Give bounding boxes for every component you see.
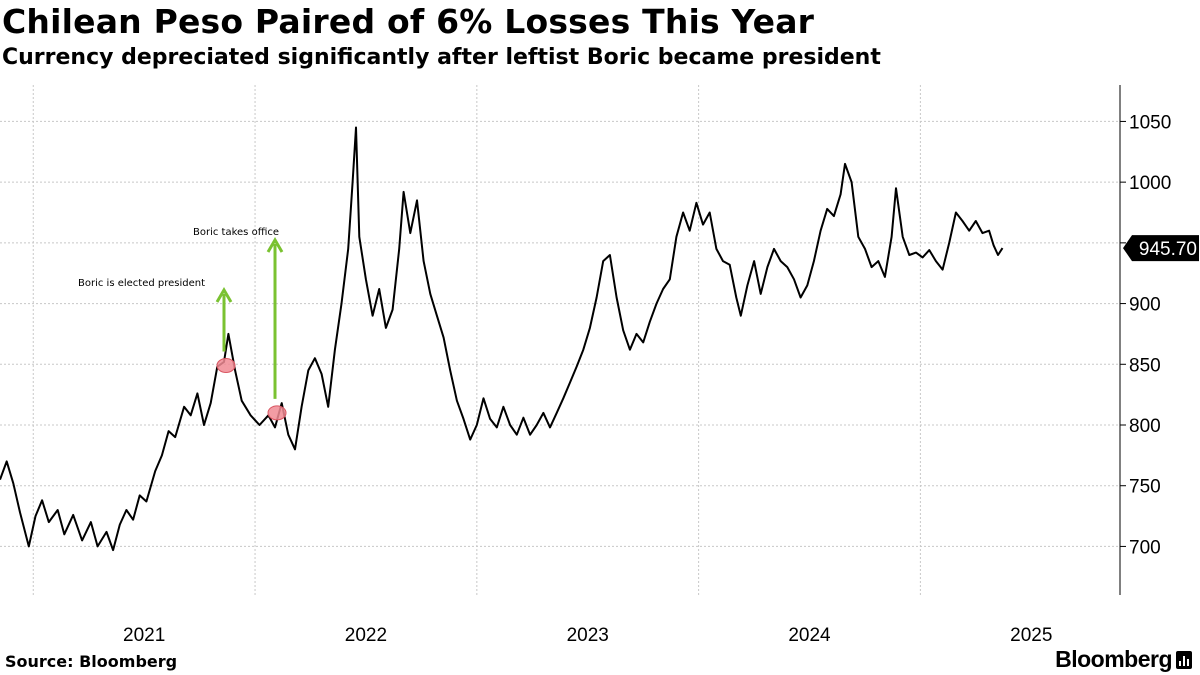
last-value-label: 945.70 [1139,239,1197,260]
y-tick-label: 1000 [1129,173,1171,194]
y-tick-label: 700 [1129,537,1161,558]
y-tick-label: 750 [1129,477,1161,498]
bloomberg-logo: Bloomberg [1055,646,1192,673]
annotation-arrowhead [215,287,233,303]
annotation-arrowhead [266,237,284,253]
annotation-label: Boric is elected president [78,278,205,289]
chart-title: Chilean Peso Paired of 6% Losses This Ye… [2,2,815,41]
x-tick-label: 2021 [123,625,165,646]
annotation-marker [216,358,236,373]
y-tick-label: 850 [1129,355,1161,376]
brand-name: Bloomberg [1055,646,1172,672]
x-tick-label: 2024 [788,625,831,646]
series-line [0,126,1004,552]
source-note: Source: Bloomberg [5,652,178,671]
annotation-label: Boric takes office [193,227,279,238]
bloomberg-bars-icon [1176,650,1192,669]
x-tick-label: 2023 [567,625,609,646]
y-tick-label: 1050 [1129,112,1171,133]
y-tick-label: 800 [1129,416,1161,437]
chart-subtitle: Currency depreciated significantly after… [2,45,881,70]
y-tick-label: 900 [1129,295,1161,316]
x-tick-label: 2022 [345,625,387,646]
annotation-marker [267,405,287,421]
last-value-badge [1123,235,1199,262]
x-tick-label: 2025 [1010,625,1052,646]
